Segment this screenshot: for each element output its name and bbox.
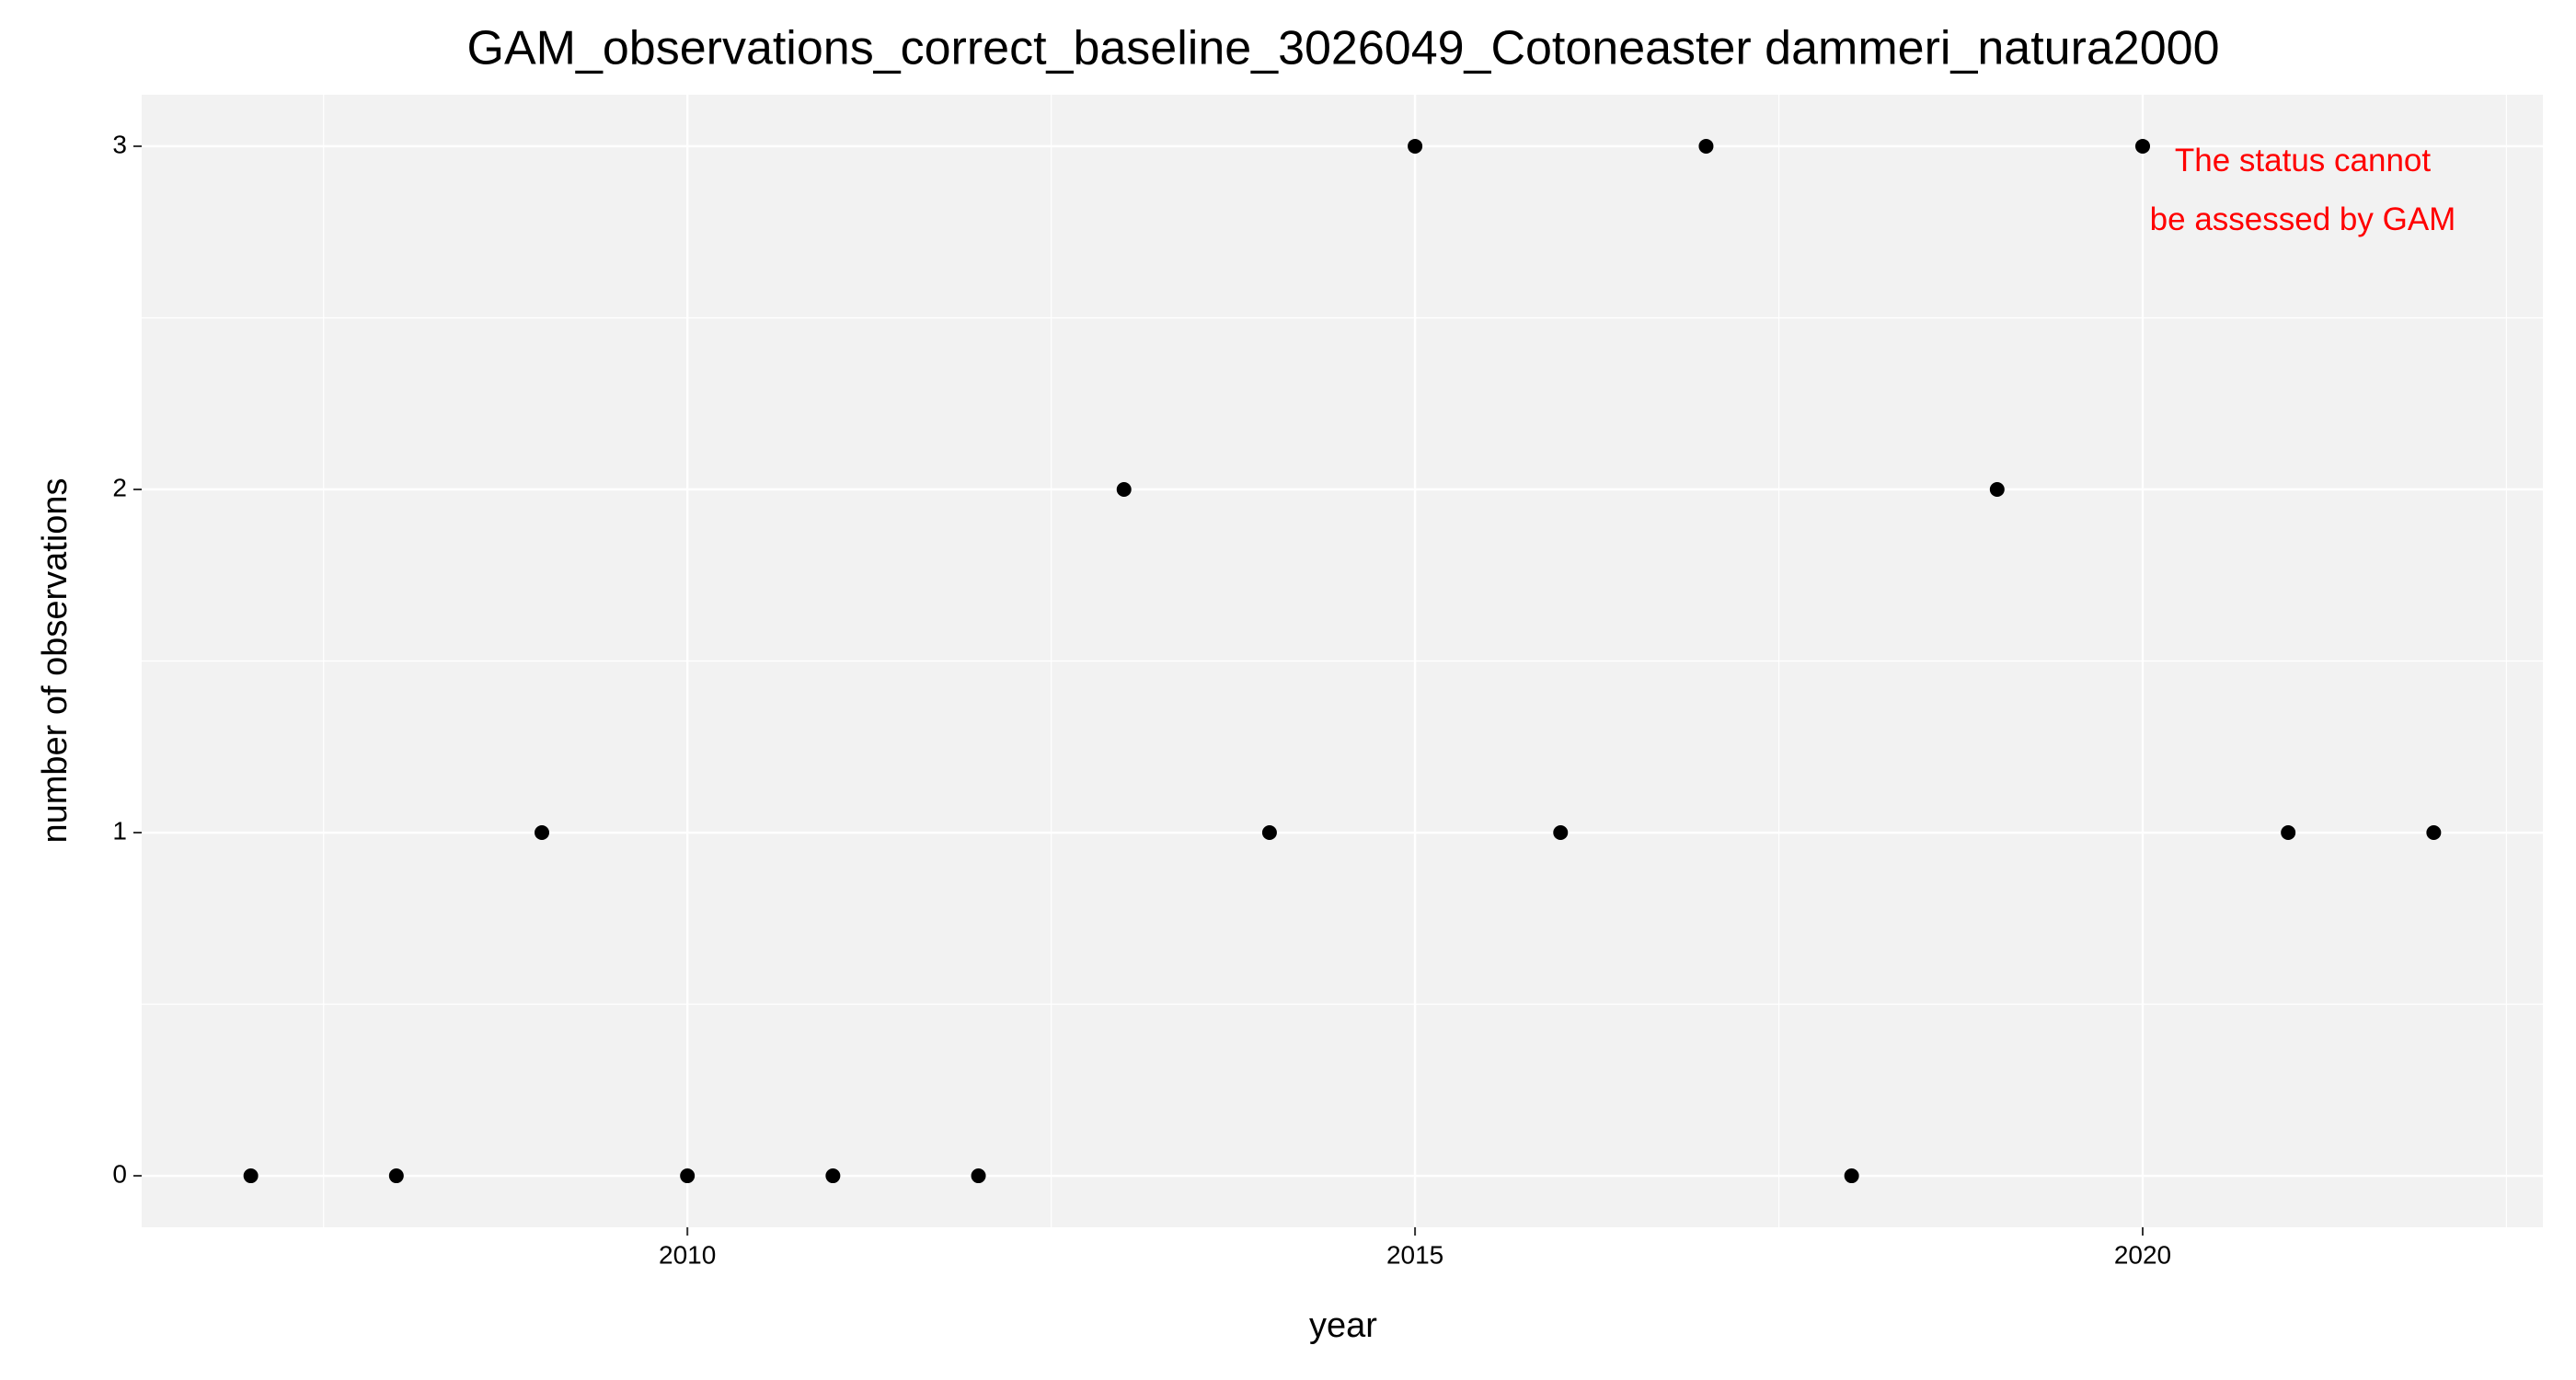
point	[825, 1168, 841, 1184]
point	[971, 1168, 986, 1184]
y-tick-label: 0	[112, 1159, 127, 1188]
point	[1261, 825, 1277, 841]
y-tick-label: 1	[112, 816, 127, 845]
point	[1553, 825, 1569, 841]
point	[2426, 825, 2442, 841]
chart-title: GAM_observations_correct_baseline_302604…	[467, 22, 2220, 75]
x-tick-label: 2015	[1386, 1240, 1443, 1269]
point	[2135, 138, 2150, 154]
x-axis-title: year	[1309, 1306, 1377, 1345]
y-tick-label: 2	[112, 473, 127, 501]
point	[1989, 481, 2005, 497]
annotation: be assessed by GAM	[2150, 201, 2456, 237]
point	[1844, 1168, 1859, 1184]
y-axis-title: number of observations	[36, 477, 75, 843]
y-tick-label: 3	[112, 130, 127, 158]
point	[680, 1168, 696, 1184]
point	[1408, 138, 1423, 154]
point	[388, 1168, 404, 1184]
x-tick-label: 2020	[2114, 1240, 2171, 1269]
annotation: The status cannot	[2175, 143, 2431, 178]
point	[2281, 825, 2296, 841]
point	[243, 1168, 259, 1184]
point	[1116, 481, 1132, 497]
x-tick-label: 2010	[659, 1240, 716, 1269]
point	[1698, 138, 1714, 154]
point	[535, 825, 549, 841]
